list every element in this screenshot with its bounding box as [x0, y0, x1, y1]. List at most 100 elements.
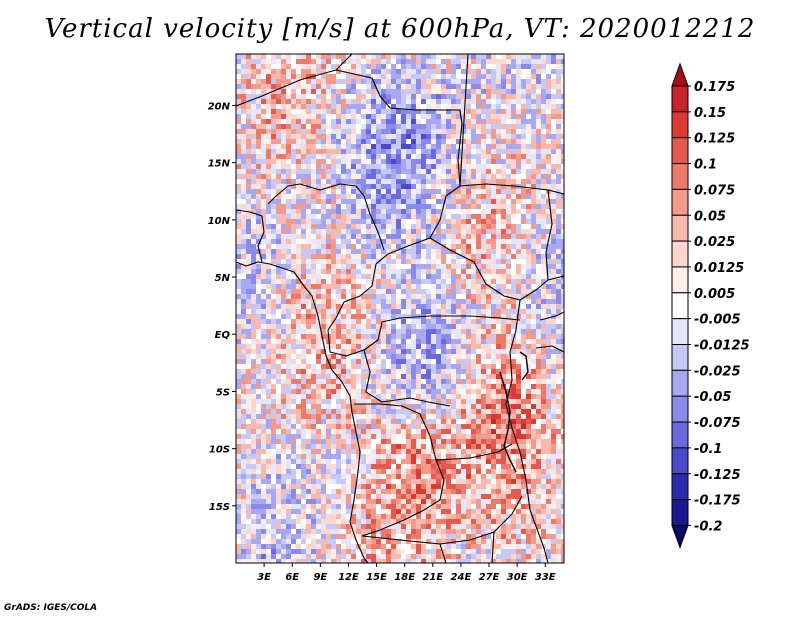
field-cell — [466, 319, 471, 324]
field-cell — [311, 59, 316, 64]
field-cell — [386, 74, 391, 79]
field-cell — [491, 254, 496, 259]
field-cell — [321, 429, 326, 434]
field-cell — [521, 309, 526, 314]
field-cell — [466, 79, 471, 84]
field-cell — [331, 204, 336, 209]
field-cell — [406, 304, 411, 309]
field-cell — [286, 199, 291, 204]
field-cell — [456, 414, 461, 419]
field-cell — [306, 374, 311, 379]
field-cell — [346, 134, 351, 139]
field-cell — [236, 369, 241, 374]
field-cell — [386, 429, 391, 434]
field-cell — [351, 359, 356, 364]
field-cell — [431, 189, 436, 194]
field-cell — [516, 339, 521, 344]
field-cell — [266, 214, 271, 219]
field-cell — [491, 404, 496, 409]
field-cell — [351, 289, 356, 294]
field-cell — [421, 64, 426, 69]
field-cell — [271, 234, 276, 239]
field-cell — [466, 304, 471, 309]
field-cell — [556, 89, 561, 94]
field-cell — [366, 179, 371, 184]
field-cell — [511, 59, 516, 64]
field-cell — [296, 404, 301, 409]
field-cell — [451, 84, 456, 89]
field-cell — [461, 139, 466, 144]
field-cell — [491, 144, 496, 149]
field-cell — [371, 309, 376, 314]
field-cell — [436, 114, 441, 119]
field-cell — [311, 319, 316, 324]
field-cell — [501, 169, 506, 174]
field-cell — [461, 339, 466, 344]
field-cell — [356, 139, 361, 144]
field-cell — [296, 69, 301, 74]
field-cell — [271, 159, 276, 164]
field-cell — [266, 284, 271, 289]
field-cell — [506, 159, 511, 164]
field-cell — [396, 154, 401, 159]
field-cell — [501, 114, 506, 119]
field-cell — [236, 214, 241, 219]
field-cell — [491, 289, 496, 294]
field-cell — [361, 189, 366, 194]
field-cell — [411, 79, 416, 84]
field-cell — [501, 284, 506, 289]
field-cell — [521, 239, 526, 244]
field-cell — [491, 344, 496, 349]
field-cell — [246, 119, 251, 124]
field-cell — [256, 74, 261, 79]
field-cell — [466, 124, 471, 129]
field-cell — [356, 169, 361, 174]
field-cell — [276, 244, 281, 249]
field-cell — [291, 129, 296, 134]
field-cell — [266, 204, 271, 209]
field-cell — [541, 84, 546, 89]
field-cell — [546, 129, 551, 134]
field-cell — [311, 119, 316, 124]
field-cell — [286, 209, 291, 214]
field-cell — [546, 109, 551, 114]
field-cell — [381, 284, 386, 289]
field-cell — [416, 354, 421, 359]
field-cell — [311, 359, 316, 364]
field-cell — [286, 249, 291, 254]
field-cell — [236, 374, 241, 379]
field-cell — [446, 284, 451, 289]
field-cell — [356, 149, 361, 154]
field-cell — [526, 64, 531, 69]
field-cell — [306, 419, 311, 424]
field-cell — [276, 69, 281, 74]
field-cell — [401, 384, 406, 389]
field-cell — [536, 324, 541, 329]
field-cell — [446, 319, 451, 324]
field-cell — [556, 269, 561, 274]
field-cell — [476, 414, 481, 419]
field-cell — [501, 404, 506, 409]
field-cell — [381, 84, 386, 89]
field-cell — [326, 229, 331, 234]
field-cell — [511, 64, 516, 69]
field-cell — [476, 394, 481, 399]
field-cell — [481, 254, 486, 259]
field-cell — [346, 389, 351, 394]
field-cell — [446, 164, 451, 169]
field-cell — [266, 69, 271, 74]
field-cell — [381, 189, 386, 194]
field-cell — [256, 134, 261, 139]
field-cell — [361, 329, 366, 334]
field-cell — [456, 129, 461, 134]
field-cell — [391, 74, 396, 79]
field-cell — [561, 374, 564, 379]
field-cell — [416, 94, 421, 99]
field-cell — [446, 204, 451, 209]
field-cell — [446, 214, 451, 219]
field-cell — [486, 219, 491, 224]
field-cell — [536, 309, 541, 314]
field-cell — [466, 349, 471, 354]
field-cell — [521, 79, 526, 84]
field-cell — [451, 364, 456, 369]
